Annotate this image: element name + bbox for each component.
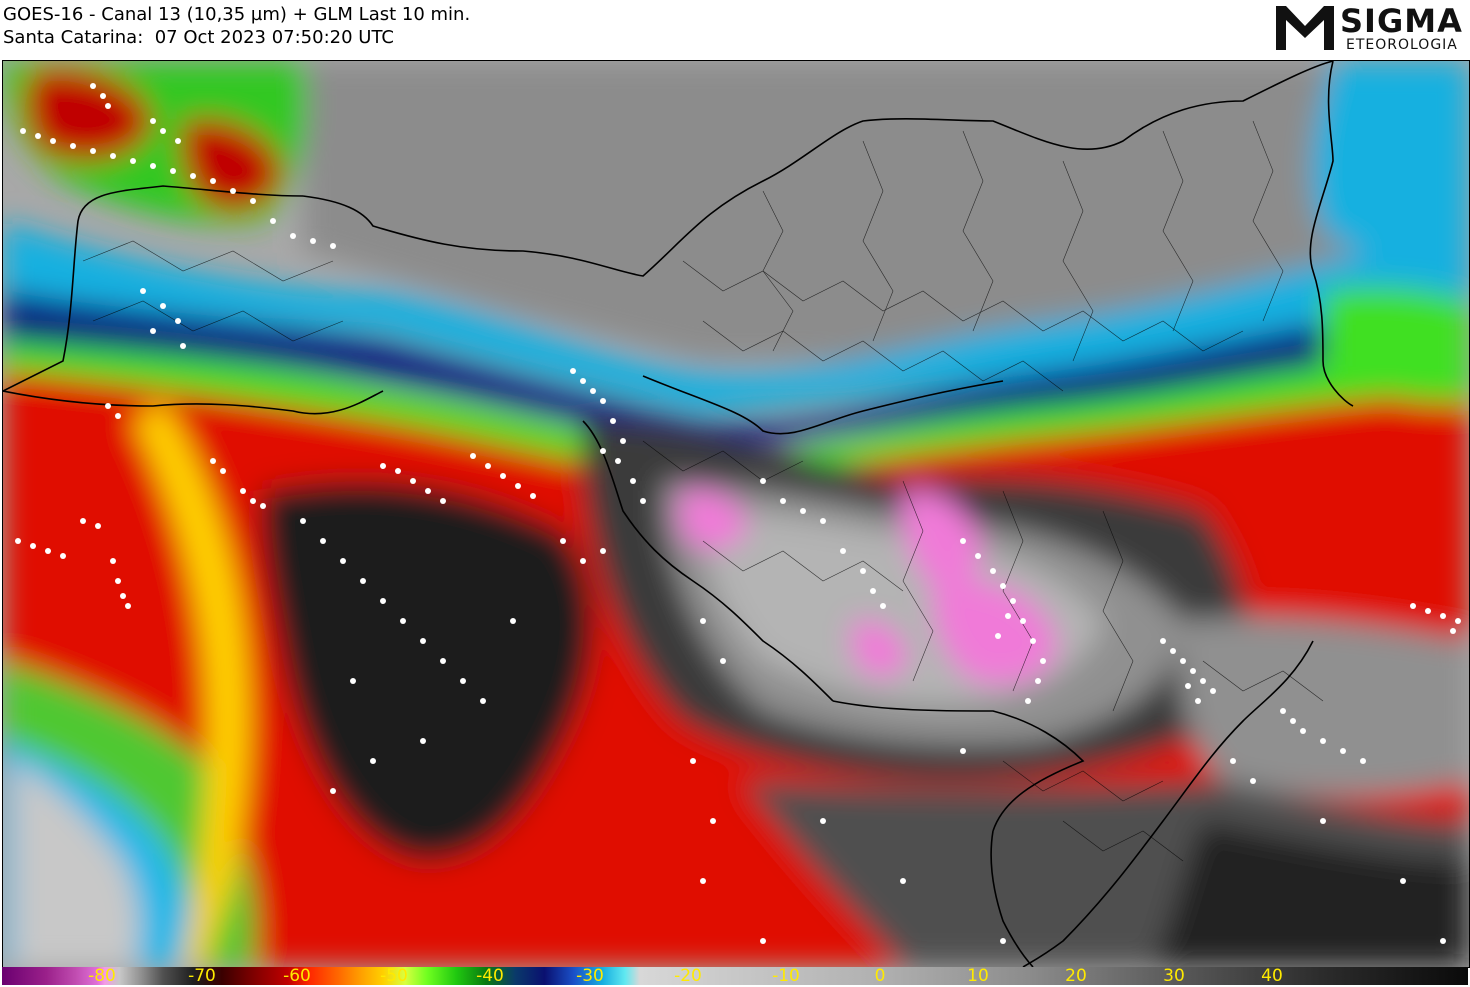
colorbar-tick: -70	[188, 966, 216, 986]
colorbar-tick: 10	[967, 966, 989, 986]
temperature-colorbar: -80 -70 -60 -50 -40 -30 -20 -10 0 10 20 …	[2, 966, 1468, 986]
colorbar-tick: -10	[772, 966, 800, 986]
logo-word-sigma: SIGMA	[1340, 2, 1463, 40]
product-title: GOES-16 - Canal 13 (10,35 µm) + GLM Last…	[3, 4, 471, 25]
lightning-cluster-east	[1160, 603, 1461, 944]
municipality-borders	[82, 120, 1324, 862]
header: GOES-16 - Canal 13 (10,35 µm) + GLM Last…	[0, 0, 1470, 60]
logo-word-meteorologia: ETEOROLOGIA	[1346, 37, 1458, 53]
state-borders	[3, 61, 1354, 967]
colorbar-gradient	[2, 967, 1468, 985]
cloud-field	[3, 61, 1469, 967]
colorbar-tick: 30	[1163, 966, 1185, 986]
lightning-cluster-top-left	[20, 83, 336, 349]
lightning-cluster-west	[15, 403, 266, 609]
colorbar-tick: 0	[874, 966, 886, 986]
map-canvas	[3, 61, 1469, 967]
colorbar-tick: -50	[380, 966, 408, 986]
colorbar-tick: -30	[576, 966, 604, 986]
colorbar-tick: -60	[283, 966, 311, 986]
region-timestamp: Santa Catarina: 07 Oct 2023 07:50:20 UTC	[3, 27, 394, 48]
lightning-cluster-central	[570, 368, 1046, 944]
colorbar-tick: -20	[674, 966, 702, 986]
lightning-cluster-central-west	[300, 453, 606, 794]
sigma-m-logo-icon	[1276, 6, 1334, 50]
colorbar-tick: -40	[476, 966, 504, 986]
colorbar-tick: -80	[88, 966, 116, 986]
colorbar-tick: 40	[1261, 966, 1283, 986]
colorbar-tick: 20	[1065, 966, 1087, 986]
sigma-logo: SIGMA ETEOROLOGIA	[1272, 2, 1462, 54]
satellite-map[interactable]	[2, 60, 1470, 968]
lightning-dots	[15, 83, 1461, 944]
